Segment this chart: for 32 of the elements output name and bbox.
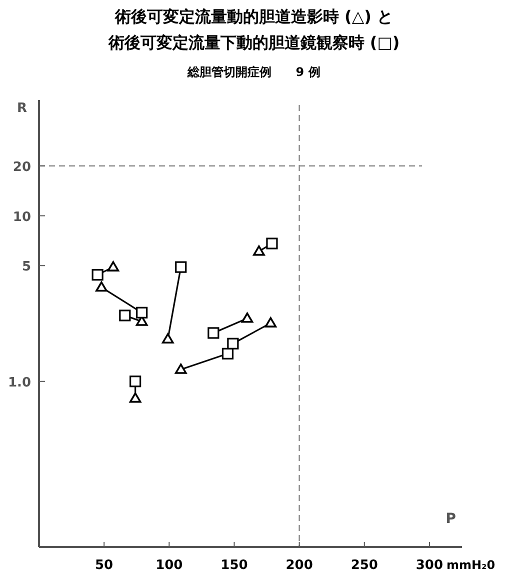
point	[92, 269, 104, 281]
point	[208, 327, 220, 339]
point	[227, 338, 239, 350]
chart-title: 術後可変定流量動的胆道造影時 (△) と術後可変定流量下動的胆道鏡観察時 (□)	[107, 7, 400, 52]
point	[96, 281, 108, 292]
x-tick-label: 250	[350, 558, 378, 572]
x-tick-label: 300	[416, 558, 444, 572]
point	[136, 306, 148, 318]
point	[162, 333, 174, 344]
y-tick-label: 5	[22, 260, 31, 275]
point	[107, 261, 120, 272]
point	[264, 317, 277, 328]
point	[253, 245, 265, 256]
y-tick-label: 10	[12, 210, 31, 225]
x-tick-label: 50	[95, 558, 114, 572]
point	[175, 261, 187, 273]
x-tick-label: 150	[220, 558, 248, 572]
point	[222, 348, 234, 360]
text: mmH₂0	[446, 558, 496, 572]
x-tick-label: 200	[286, 558, 313, 572]
y-tick-label: 1.0	[8, 375, 31, 390]
point	[266, 238, 278, 250]
y-axis-title: R	[16, 101, 27, 116]
x-axis-title: P	[446, 511, 456, 527]
x-tick-label: 100	[156, 558, 183, 572]
y-tick-label: 20	[12, 160, 31, 175]
point	[130, 376, 142, 388]
point	[119, 310, 131, 322]
point	[241, 312, 254, 323]
point	[129, 392, 142, 403]
point	[174, 364, 187, 374]
chart-subtitle: 総胆管切開症例 9 例	[186, 65, 320, 79]
